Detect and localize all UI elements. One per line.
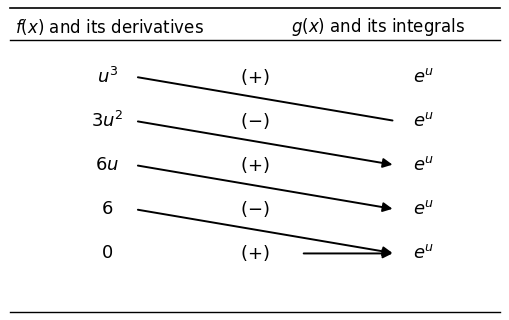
Text: $(-)$: $(-)$ — [240, 111, 269, 131]
Text: $(+)$: $(+)$ — [240, 244, 269, 263]
Text: $u^3$: $u^3$ — [96, 67, 118, 87]
Text: $6u$: $6u$ — [95, 156, 119, 174]
Text: $f(x)$ and its derivatives: $f(x)$ and its derivatives — [15, 17, 204, 37]
Text: $(+)$: $(+)$ — [240, 67, 269, 87]
Text: $6$: $6$ — [101, 200, 113, 218]
Text: $e^u$: $e^u$ — [412, 112, 433, 130]
Text: $(-)$: $(-)$ — [240, 199, 269, 219]
Text: $e^u$: $e^u$ — [412, 200, 433, 218]
Text: $3u^2$: $3u^2$ — [91, 111, 123, 131]
Text: $g(x)$ and its integrals: $g(x)$ and its integrals — [290, 16, 464, 38]
Text: $e^u$: $e^u$ — [412, 156, 433, 174]
Text: $e^u$: $e^u$ — [412, 68, 433, 86]
Text: $e^u$: $e^u$ — [412, 244, 433, 262]
Text: $0$: $0$ — [101, 244, 113, 262]
Text: $(+)$: $(+)$ — [240, 155, 269, 175]
